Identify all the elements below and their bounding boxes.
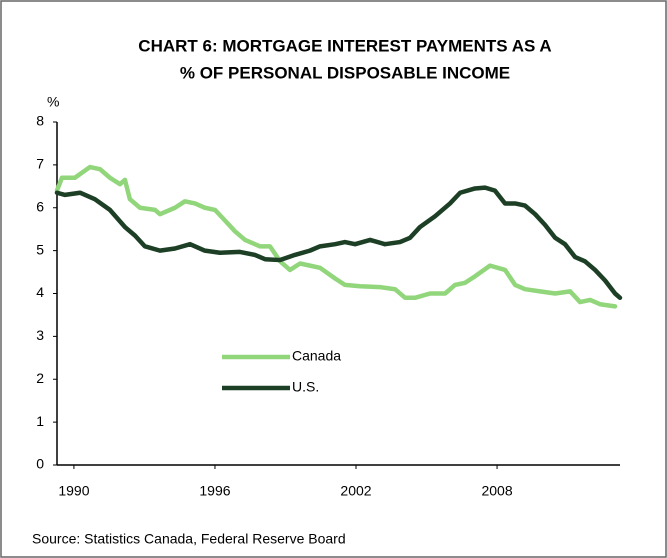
chart-title: % OF PERSONAL DISPOSABLE INCOME <box>180 63 510 82</box>
x-tick-label: 1996 <box>199 483 230 499</box>
y-tick-label: 5 <box>36 241 44 257</box>
y-tick-label: 8 <box>36 113 44 129</box>
y-tick-label: 3 <box>36 327 44 343</box>
y-tick-label: 2 <box>36 370 44 386</box>
y-tick-label: 1 <box>36 413 44 429</box>
series-line <box>54 185 623 301</box>
series-line <box>54 164 618 309</box>
x-tick-label: 2002 <box>340 483 371 499</box>
source-note: Source: Statistics Canada, Federal Reser… <box>32 531 346 547</box>
x-tick-label: 1990 <box>58 483 89 499</box>
y-tick-label: 7 <box>36 156 44 172</box>
legend-label: U.S. <box>292 379 319 395</box>
y-axis-label: % <box>47 94 59 110</box>
x-tick-label: 2008 <box>481 483 512 499</box>
legend-label: Canada <box>292 348 341 364</box>
chart-title: CHART 6: MORTGAGE INTEREST PAYMENTS AS A <box>138 36 551 55</box>
y-tick-label: 0 <box>36 456 44 472</box>
y-tick-label: 6 <box>36 198 44 214</box>
y-tick-label: 4 <box>36 284 44 300</box>
